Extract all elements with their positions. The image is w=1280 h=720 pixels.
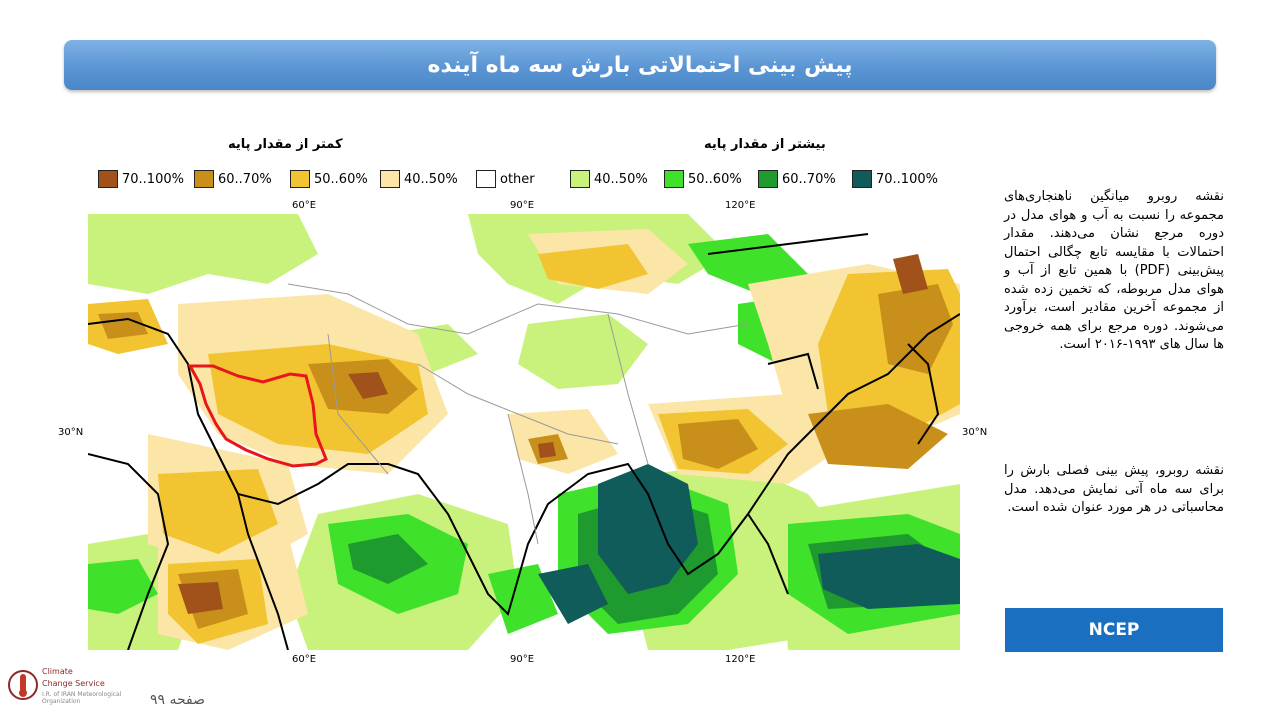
legend-above-label: بیشتر از مقدار پایه: [704, 137, 826, 152]
lon-tick-bottom: 120°E: [725, 654, 756, 665]
legend-item: 60..70%: [194, 170, 272, 188]
legend-swatch: [852, 170, 872, 188]
legend-swatch: [98, 170, 118, 188]
page-number: صفحه ۹۹: [150, 692, 206, 708]
country-borders: [287, 283, 749, 545]
lat-tick-right: 30°N: [962, 427, 988, 438]
legend-item: 50..60%: [290, 170, 368, 188]
model-name: NCEP: [1088, 620, 1140, 640]
legend-swatch: [194, 170, 214, 188]
description-paragraph-1: نقشه روبرو میانگین ناهنجاری‌های مجموعه ر…: [1004, 189, 1224, 352]
logo-emblem-icon: [8, 670, 38, 700]
legend-swatch: [380, 170, 400, 188]
legend-item: 40..50%: [570, 170, 648, 188]
legend-swatch: [290, 170, 310, 188]
model-name-badge: NCEP: [1005, 608, 1223, 652]
description-paragraph-2: نقشه روبرو، پیش بینی فصلی بارش را برای س…: [1004, 463, 1224, 515]
brown-70-100-areas: [178, 254, 928, 614]
lon-tick-top: 120°E: [725, 200, 756, 211]
climate-change-service-logo: Climate Change Service I.R. of IRAN Mete…: [6, 662, 136, 714]
legend-below-label: کمتر از مقدار پایه: [228, 137, 343, 152]
coastlines: [88, 233, 960, 650]
logo-line-3: I.R. of IRAN Meteorological Organization: [42, 691, 122, 705]
logo-line-1: Climate: [42, 667, 73, 676]
lon-tick-bottom: 60°E: [292, 654, 317, 665]
legend-item: 70..100%: [98, 170, 184, 188]
lon-tick-top: 90°E: [510, 200, 535, 211]
iran-border-highlight: [187, 364, 328, 468]
legend-swatch: [664, 170, 684, 188]
legend-item: 50..60%: [664, 170, 742, 188]
legend-item: 40..50%: [380, 170, 458, 188]
lat-tick-left: 30°N: [58, 427, 84, 438]
legend-item: 70..100%: [852, 170, 938, 188]
lon-tick-bottom: 90°E: [510, 654, 535, 665]
legend-item: 60..70%: [758, 170, 836, 188]
logo-line-2: Change Service: [42, 679, 105, 688]
legend-swatch: [570, 170, 590, 188]
teal-70-100-areas: [538, 464, 960, 624]
page-title: پیش بینی احتمالاتی بارش سه ماه آینده: [427, 52, 853, 78]
legend-swatch: [758, 170, 778, 188]
legend-item: other: [476, 170, 535, 188]
title-bar: پیش بینی احتمالاتی بارش سه ماه آینده: [64, 40, 1216, 90]
legend-swatch: [476, 170, 496, 188]
lon-tick-top: 60°E: [292, 200, 317, 211]
precipitation-probability-map: [88, 214, 960, 650]
